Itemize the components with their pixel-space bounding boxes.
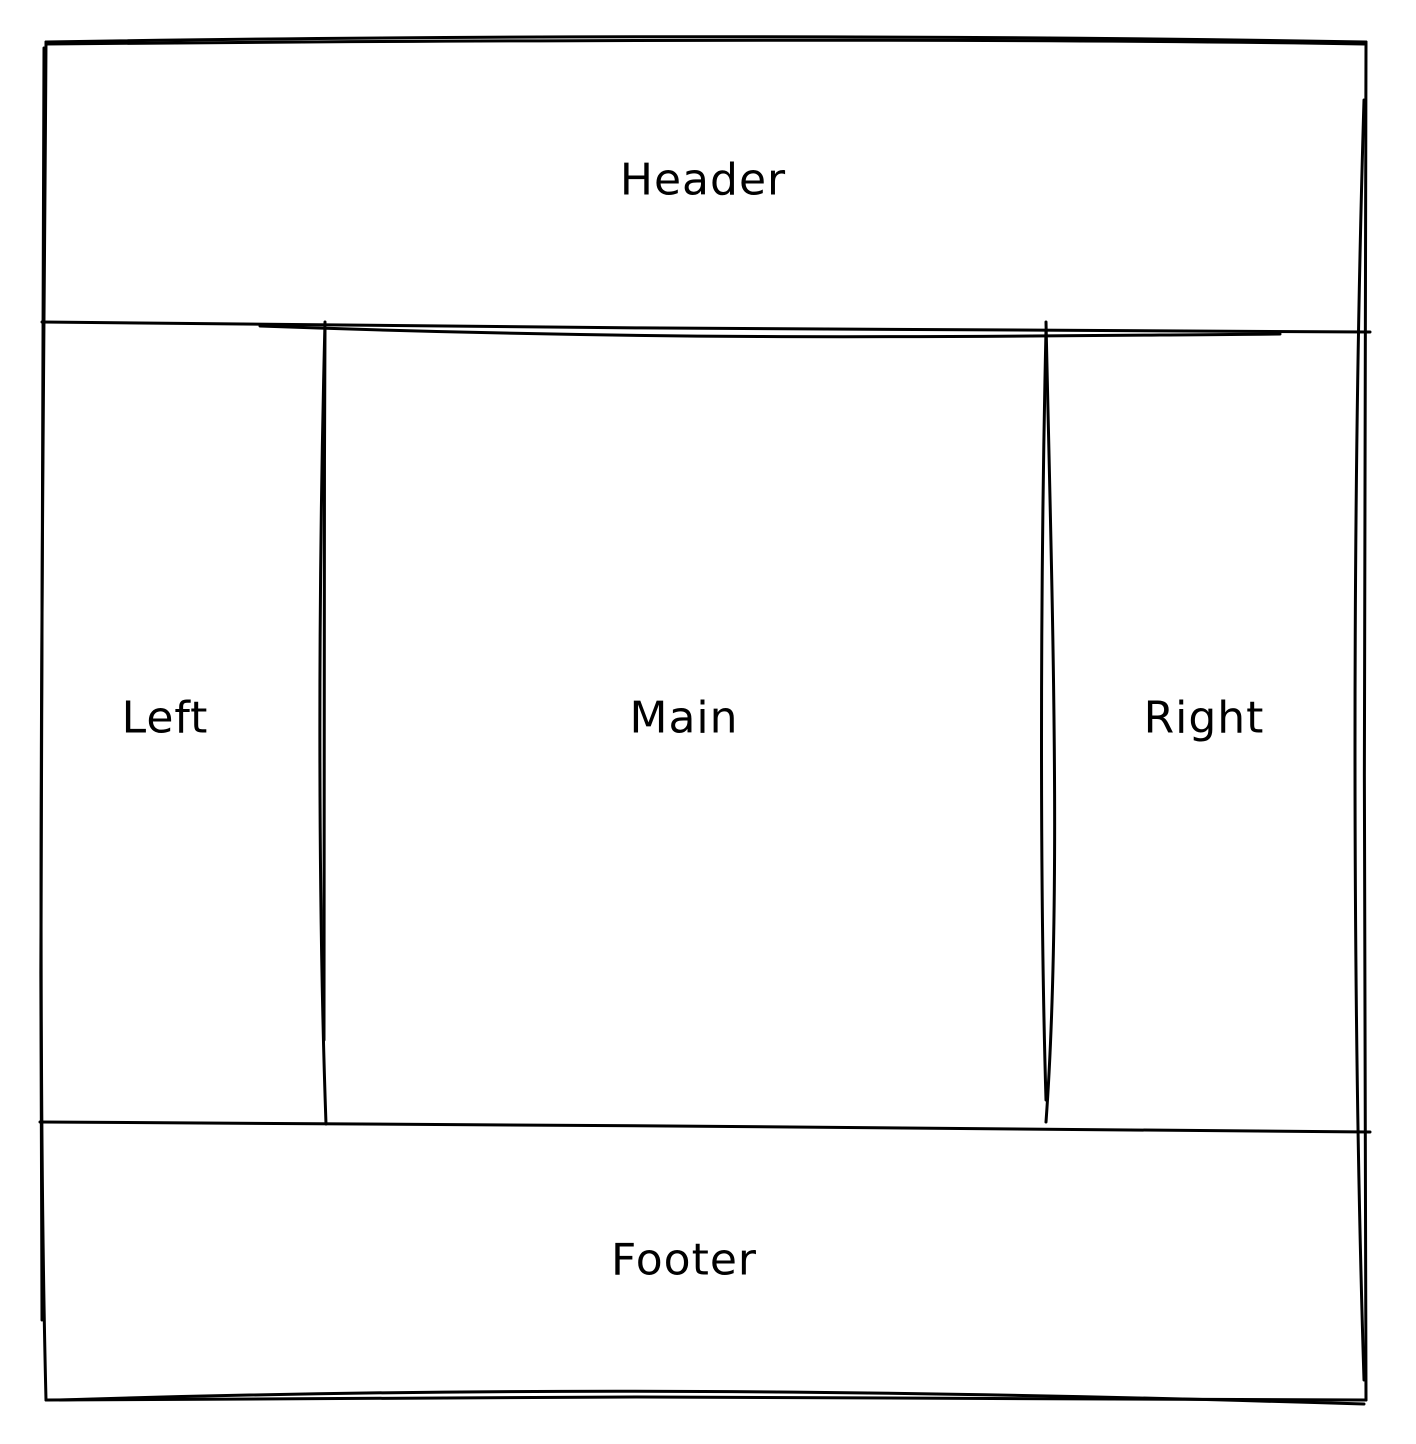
header-label: Header: [619, 154, 787, 206]
outer-frame-right-2: [1353, 98, 1366, 1382]
right-divider: [1044, 320, 1057, 1124]
footer-label: Footer: [611, 1234, 757, 1286]
left-divider-2: [321, 328, 327, 1042]
footer-divider: [38, 1120, 1372, 1134]
outer-frame-top: [44, 35, 1368, 44]
right-label: Right: [1143, 692, 1265, 744]
outer-frame-bottom-2: [58, 1389, 1366, 1406]
left-label: Left: [121, 692, 209, 744]
main-label: Main: [629, 692, 739, 744]
right-divider-2: [1040, 328, 1048, 1102]
header-divider-2: [258, 324, 1282, 339]
outer-frame-left-2: [39, 46, 46, 1322]
header-divider: [40, 320, 1372, 334]
outer-frame-top-2: [44, 38, 1366, 46]
outer-frame-right: [1362, 40, 1368, 1402]
